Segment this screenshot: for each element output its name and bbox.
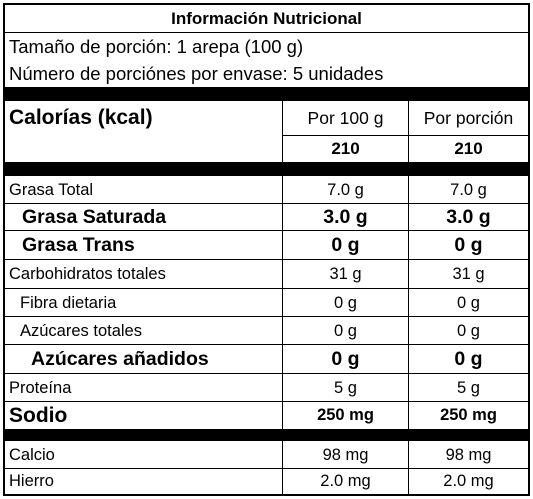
nutrient-per-serving: 31 g <box>408 260 528 289</box>
calories-values-row: 210 210 <box>5 136 528 162</box>
mineral-per-100g: 98 mg <box>282 441 408 469</box>
nutrient-label: Grasa Trans <box>22 234 135 256</box>
servings-per-container: Número de porciónes por envase: 5 unidad… <box>9 62 384 84</box>
serving-size: Tamaño de porción: 1 arepa (100 g) <box>9 35 304 57</box>
divider <box>5 288 528 289</box>
mineral-label: Hierro <box>9 472 54 490</box>
nutrient-per-serving: 5 g <box>408 374 528 402</box>
calories-label: Calorías (kcal) <box>9 106 153 129</box>
nutrient-per-100g: 5 g <box>282 374 408 402</box>
divider <box>5 316 528 317</box>
nutrient-per-serving: 0 g <box>408 289 528 317</box>
nutrient-label: Proteína <box>9 378 72 397</box>
nutrient-per-100g: 3.0 g <box>282 204 408 231</box>
mineral-label: Calcio <box>9 445 55 464</box>
nutrient-label: Azúcares añadidos <box>31 348 209 370</box>
calories-per-serving: 210 <box>408 136 528 162</box>
nutrient-label: Carbohidratos totales <box>9 265 166 283</box>
divider <box>282 135 528 136</box>
calories-header-row: Calorías (kcal) Por 100 g Por porción <box>5 101 528 135</box>
nutrient-row: Grasa Saturada 3.0 g 3.0 g <box>5 204 528 231</box>
nutrient-per-100g: 0 g <box>282 289 408 317</box>
column-header-per-100g: Por 100 g <box>282 101 408 135</box>
nutrient-per-serving: 0 g <box>408 317 528 345</box>
nutrient-label: Grasa Total <box>9 180 94 199</box>
mineral-row: Hierro 2.0 mg 2.0 mg <box>5 469 528 494</box>
nutrient-per-100g: 7.0 g <box>282 176 408 204</box>
nutrition-facts-label: Información Nutricional Tamaño de porció… <box>3 3 530 496</box>
mineral-per-serving: 98 mg <box>408 441 528 469</box>
mineral-per-100g: 2.0 mg <box>282 469 408 494</box>
nutrient-per-serving: 7.0 g <box>408 176 528 204</box>
mineral-per-serving: 2.0 mg <box>408 469 528 494</box>
nutrient-per-100g: 250 mg <box>282 402 408 429</box>
nutrient-label: Sodio <box>9 403 68 427</box>
column-header-per-serving: Por porción <box>408 101 528 135</box>
calories-per-100g: 210 <box>282 136 408 162</box>
nutrient-row: Grasa Total 7.0 g 7.0 g <box>5 176 528 204</box>
divider <box>5 230 528 231</box>
nutrient-per-serving: 0 g <box>408 345 528 374</box>
nutrient-label: Grasa Saturada <box>22 206 167 228</box>
nutrient-per-100g: 0 g <box>282 317 408 345</box>
nutrient-label: Fibra dietaria <box>20 293 117 312</box>
nutrient-per-serving: 0 g <box>408 231 528 260</box>
divider <box>5 373 528 374</box>
nutrient-label: Azúcares totales <box>20 321 142 340</box>
nutrient-row: Carbohidratos totales 31 g 31 g <box>5 260 528 289</box>
divider <box>5 344 528 345</box>
nutrient-per-100g: 0 g <box>282 345 408 374</box>
nutrient-per-100g: 31 g <box>282 260 408 289</box>
divider <box>5 32 528 33</box>
divider <box>5 468 528 469</box>
divider <box>5 203 528 204</box>
thick-divider <box>5 429 528 441</box>
label-title: Información Nutricional <box>171 8 362 28</box>
nutrient-per-100g: 0 g <box>282 231 408 260</box>
nutrient-row: Sodio 250 mg 250 mg <box>5 402 528 429</box>
nutrient-per-serving: 250 mg <box>408 402 528 429</box>
mineral-row: Calcio 98 mg 98 mg <box>5 441 528 469</box>
divider <box>5 401 528 402</box>
nutrient-per-serving: 3.0 g <box>408 204 528 231</box>
thick-divider <box>5 87 528 101</box>
divider <box>5 259 528 260</box>
thick-divider <box>5 162 528 176</box>
